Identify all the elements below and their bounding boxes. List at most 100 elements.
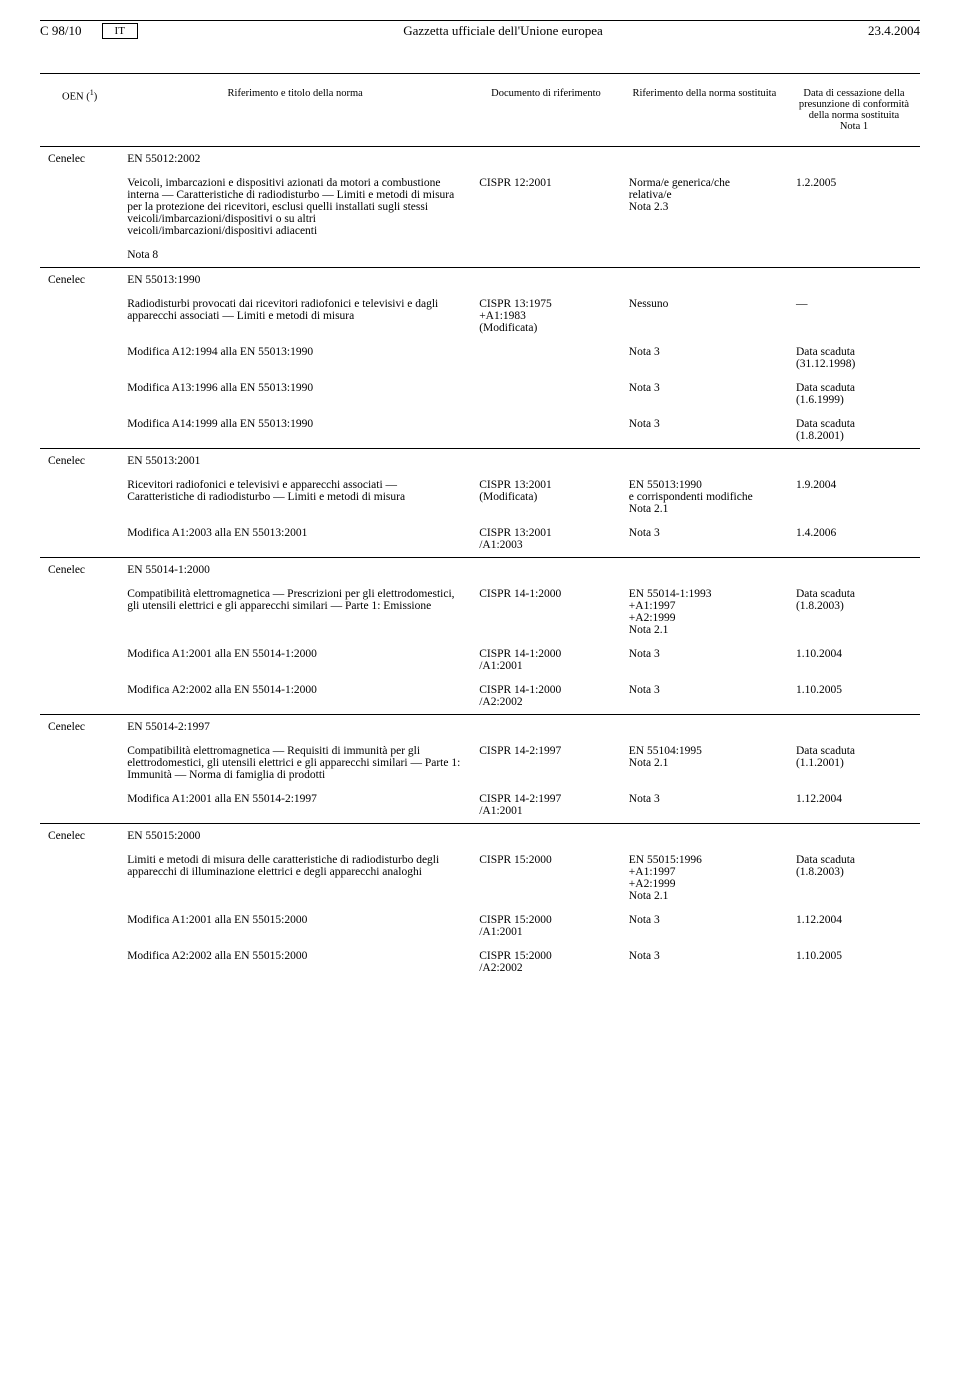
norma-cell: EN 55104:1995Nota 2.1 <box>621 739 788 787</box>
standard-header-row: CenelecEN 55013:2001 <box>40 449 920 474</box>
title-cell: Modifica A1:2001 alla EN 55014-1:2000 <box>119 642 471 678</box>
lang-box: IT <box>102 23 138 39</box>
title-cell: Modifica A2:2002 alla EN 55015:2000 <box>119 944 471 980</box>
docref-cell: CISPR 14-1:2000/A2:2002 <box>471 678 621 715</box>
title-cell: Compatibilità elettromagnetica — Prescri… <box>119 582 471 642</box>
data-cell: 1.10.2005 <box>788 678 920 715</box>
journal-title: Gazzetta ufficiale dell'Unione europea <box>138 23 868 39</box>
title-cell: Modifica A14:1999 alla EN 55013:1990 <box>119 412 471 449</box>
top-rule <box>40 20 920 21</box>
norma-cell: Nota 3 <box>621 376 788 412</box>
table-row: Compatibilità elettromagnetica — Prescri… <box>40 582 920 642</box>
page-ref: C 98/10 <box>40 23 82 39</box>
norma-cell: Norma/e generica/cherelativa/eNota 2.3 <box>621 171 788 243</box>
standard-header-row: CenelecEN 55012:2002 <box>40 147 920 172</box>
header-date: 23.4.2004 <box>868 23 920 39</box>
data-cell: 1.2.2005 <box>788 171 920 243</box>
data-cell: Data scaduta(1.8.2003) <box>788 582 920 642</box>
norma-cell: Nota 3 <box>621 412 788 449</box>
table-row: Modifica A13:1996 alla EN 55013:1990 Nota… <box>40 376 920 412</box>
docref-cell: CISPR 13:2001/A1:2003 <box>471 521 621 558</box>
docref-cell: CISPR 14-1:2000/A1:2001 <box>471 642 621 678</box>
standard-ref: EN 55013:2001 <box>119 449 471 474</box>
norma-cell: Nessuno <box>621 292 788 340</box>
docref-cell <box>471 412 621 449</box>
docref-cell: CISPR 12:2001 <box>471 171 621 243</box>
table-row: Modifica A1:2003 alla EN 55013:2001CISPR… <box>40 521 920 558</box>
title-cell: Modifica A13:1996 alla EN 55013:1990 <box>119 376 471 412</box>
norma-cell: Nota 3 <box>621 908 788 944</box>
oen-cell: Cenelec <box>40 824 119 849</box>
table-row: Modifica A2:2002 alla EN 55014-1:2000CIS… <box>40 678 920 715</box>
title-cell: Modifica A1:2001 alla EN 55015:2000 <box>119 908 471 944</box>
col-data: Data di cessazione della presunzione di … <box>788 74 920 147</box>
oen-cell: Cenelec <box>40 558 119 583</box>
oen-cell: Cenelec <box>40 147 119 172</box>
title-cell: Modifica A1:2003 alla EN 55013:2001 <box>119 521 471 558</box>
docref-cell <box>471 376 621 412</box>
data-cell: 1.12.2004 <box>788 787 920 824</box>
norma-cell: EN 55014-1:1993+A1:1997+A2:1999Nota 2.1 <box>621 582 788 642</box>
table-row: Modifica A1:2001 alla EN 55015:2000CISPR… <box>40 908 920 944</box>
title-cell: Modifica A2:2002 alla EN 55014-1:2000 <box>119 678 471 715</box>
table-row: Ricevitori radiofonici e televisivi e ap… <box>40 473 920 521</box>
docref-cell: CISPR 14-1:2000 <box>471 582 621 642</box>
table-row: Veicoli, imbarcazioni e dispositivi azio… <box>40 171 920 243</box>
table-header-row: OEN (1) Riferimento e titolo della norma… <box>40 74 920 147</box>
table-row: Radiodisturbi provocati dai ricevitori r… <box>40 292 920 340</box>
standard-ref: EN 55015:2000 <box>119 824 471 849</box>
data-cell: Data scaduta(1.8.2003) <box>788 848 920 908</box>
norma-cell: EN 55015:1996+A1:1997+A2:1999Nota 2.1 <box>621 848 788 908</box>
norma-cell: Nota 3 <box>621 340 788 376</box>
table-row: Modifica A14:1999 alla EN 55013:1990 Nota… <box>40 412 920 449</box>
docref-cell: CISPR 14-2:1997 <box>471 739 621 787</box>
note-row: Nota 8 <box>40 243 920 268</box>
title-cell: Veicoli, imbarcazioni e dispositivi azio… <box>119 171 471 243</box>
data-cell: 1.10.2005 <box>788 944 920 980</box>
data-cell: Data scaduta(1.6.1999) <box>788 376 920 412</box>
standard-header-row: CenelecEN 55014-2:1997 <box>40 715 920 740</box>
oen-cell: Cenelec <box>40 268 119 293</box>
data-cell: Data scaduta(31.12.1998) <box>788 340 920 376</box>
note-cell: Nota 8 <box>119 243 471 268</box>
standard-ref: EN 55014-1:2000 <box>119 558 471 583</box>
norma-cell: Nota 3 <box>621 521 788 558</box>
standard-ref: EN 55013:1990 <box>119 268 471 293</box>
title-cell: Compatibilità elettromagnetica — Requisi… <box>119 739 471 787</box>
norma-cell: Nota 3 <box>621 944 788 980</box>
page-header: C 98/10 IT Gazzetta ufficiale dell'Union… <box>40 23 920 43</box>
data-cell: Data scaduta(1.8.2001) <box>788 412 920 449</box>
oen-cell: Cenelec <box>40 449 119 474</box>
standard-ref: EN 55014-2:1997 <box>119 715 471 740</box>
docref-cell: CISPR 13:2001(Modificata) <box>471 473 621 521</box>
table-row: Modifica A1:2001 alla EN 55014-2:1997CIS… <box>40 787 920 824</box>
docref-cell: CISPR 13:1975+A1:1983(Modificata) <box>471 292 621 340</box>
standard-header-row: CenelecEN 55015:2000 <box>40 824 920 849</box>
col-norma: Riferimento della norma sostituita <box>621 74 788 147</box>
col-docref: Documento di riferimento <box>471 74 621 147</box>
norma-cell: Nota 3 <box>621 642 788 678</box>
docref-cell <box>471 340 621 376</box>
docref-cell: CISPR 15:2000/A2:2002 <box>471 944 621 980</box>
data-cell: 1.10.2004 <box>788 642 920 678</box>
title-cell: Limiti e metodi di misura delle caratter… <box>119 848 471 908</box>
data-cell: 1.4.2006 <box>788 521 920 558</box>
col-title: Riferimento e titolo della norma <box>119 74 471 147</box>
title-cell: Modifica A12:1994 alla EN 55013:1990 <box>119 340 471 376</box>
norma-cell: Nota 3 <box>621 787 788 824</box>
data-cell: — <box>788 292 920 340</box>
table-row: Modifica A1:2001 alla EN 55014-1:2000CIS… <box>40 642 920 678</box>
standards-table: OEN (1) Riferimento e titolo della norma… <box>40 73 920 980</box>
norma-cell: Nota 3 <box>621 678 788 715</box>
data-cell: 1.9.2004 <box>788 473 920 521</box>
table-row: Limiti e metodi di misura delle caratter… <box>40 848 920 908</box>
table-row: Modifica A2:2002 alla EN 55015:2000CISPR… <box>40 944 920 980</box>
data-cell: 1.12.2004 <box>788 908 920 944</box>
docref-cell: CISPR 15:2000 <box>471 848 621 908</box>
docref-cell: CISPR 15:2000/A1:2001 <box>471 908 621 944</box>
title-cell: Modifica A1:2001 alla EN 55014-2:1997 <box>119 787 471 824</box>
norma-cell: EN 55013:1990e corrispondenti modificheN… <box>621 473 788 521</box>
docref-cell: CISPR 14-2:1997/A1:2001 <box>471 787 621 824</box>
oen-cell: Cenelec <box>40 715 119 740</box>
standard-header-row: CenelecEN 55013:1990 <box>40 268 920 293</box>
